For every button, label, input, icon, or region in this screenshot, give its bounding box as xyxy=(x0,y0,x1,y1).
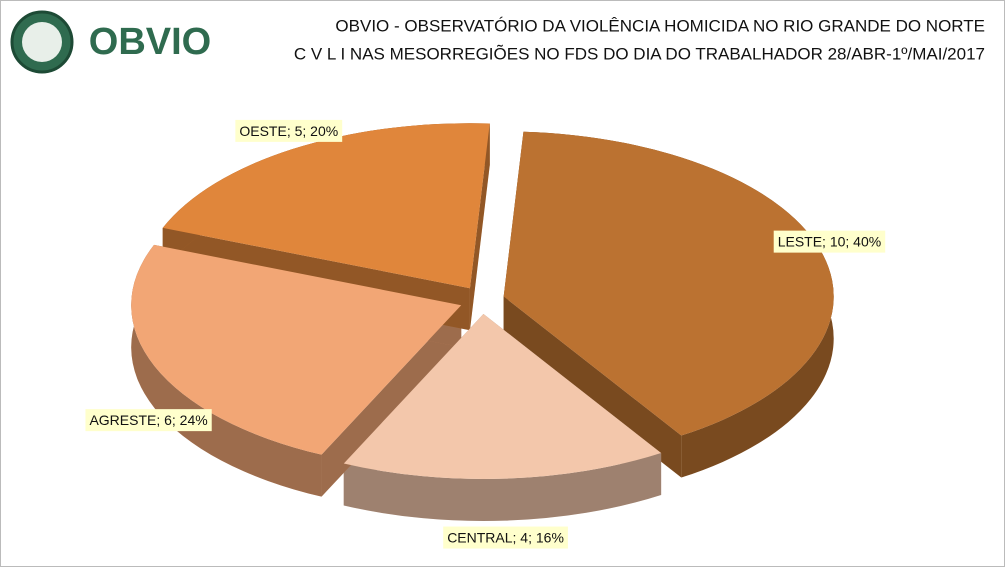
logo: OBVIO xyxy=(10,10,211,74)
slice-shade xyxy=(469,123,490,331)
slice-shade xyxy=(321,305,462,497)
data-label: OESTE; 5; 20% xyxy=(239,123,338,139)
slice-shade xyxy=(503,296,682,478)
label-box xyxy=(235,119,343,142)
slice xyxy=(162,123,490,289)
slice-side xyxy=(321,305,462,497)
label-box xyxy=(85,409,212,432)
labels: LESTE; 10; 40% CENTRAL; 4; 16% AGRESTE; 6;… xyxy=(85,119,886,549)
data-label: AGRESTE; 6; 24% xyxy=(89,412,207,428)
slice-shade xyxy=(343,453,662,521)
slice xyxy=(343,313,662,479)
chart-title: OBVIO - OBSERVATÓRIO DA VIOLÊNCIA HOMICI… xyxy=(335,16,985,35)
slice-side xyxy=(503,296,682,478)
slices xyxy=(131,123,834,479)
slice xyxy=(503,131,834,436)
logo-text: OBVIO xyxy=(89,21,211,63)
data-label: LESTE; 10; 40% xyxy=(778,234,882,250)
slice-side xyxy=(343,453,662,521)
label-box xyxy=(443,526,568,549)
label-box xyxy=(773,230,886,253)
slice xyxy=(131,244,462,455)
chart-subtitle: C V L I NAS MESORREGIÕES NO FDS DO DIA D… xyxy=(294,44,985,63)
data-label: CENTRAL; 4; 16% xyxy=(447,530,564,546)
slice-side xyxy=(469,123,490,331)
